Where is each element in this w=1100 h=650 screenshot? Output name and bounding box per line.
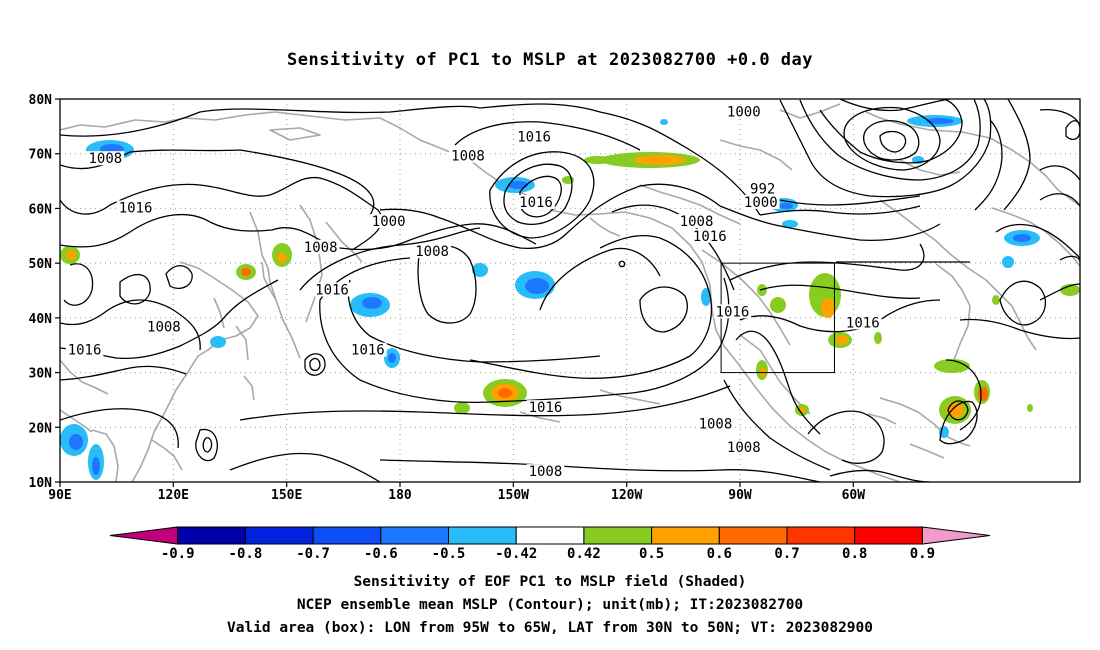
caption-shading: Sensitivity of EOF PC1 to MSLP field (Sh… — [353, 574, 747, 590]
contour-label: 1000 — [372, 214, 406, 230]
colorbar-tick-label: 0.9 — [910, 546, 935, 562]
contour-label: 1016 — [519, 195, 553, 211]
colorbar-tick-label: 0.8 — [842, 546, 867, 562]
lat-tick-label: 10N — [29, 476, 53, 491]
contour-labels: 1016100810161008101610001008100810161008… — [65, 104, 882, 480]
contour-label-bg — [65, 342, 104, 357]
contour-label: 1016 — [693, 229, 727, 245]
contour-label: 1016 — [846, 315, 880, 331]
contour-label-bg — [313, 282, 351, 297]
colorbar-segment — [448, 526, 517, 545]
contour-label-bg — [349, 342, 387, 357]
lat-tick-label: 70N — [29, 148, 53, 163]
colorbar-segment — [515, 526, 585, 545]
colorbar-tick-label: -0.5 — [432, 546, 466, 562]
sensitivity-shading — [60, 115, 1080, 480]
contour-label-bg — [843, 315, 882, 330]
lon-tick-label: 120W — [611, 488, 642, 503]
contour-label-bg — [724, 440, 763, 455]
contour-label: 1016 — [529, 400, 563, 416]
contour-label: 1016 — [716, 304, 750, 320]
lon-tick-label: 90E — [48, 488, 71, 503]
contour-label-bg — [677, 214, 716, 229]
contour-label-bg — [696, 416, 735, 431]
contour-label-bg — [724, 104, 763, 119]
colorbar-tick-label: 0.6 — [707, 546, 732, 562]
contour-label-bg — [690, 228, 729, 243]
colorbar-tick-label: -0.7 — [296, 546, 330, 562]
colorbar-segment — [177, 526, 246, 545]
contour-label-bg — [413, 244, 451, 259]
contour-label-bg — [301, 239, 340, 254]
colorbar-segment — [380, 526, 449, 545]
contour-label: 1016 — [351, 343, 385, 359]
contour-label-bg — [526, 464, 565, 479]
lon-tick-label: 90W — [728, 488, 752, 503]
colorbar-tick-label: 0.5 — [639, 546, 664, 562]
map-background — [60, 99, 1080, 482]
latitude-axis: 80N 70N 60N 50N 40N 30N 20N 10N — [29, 93, 60, 491]
contour-label: 1008 — [88, 151, 122, 167]
lon-tick-label: 60W — [842, 488, 866, 503]
lat-tick-label: 50N — [29, 257, 53, 272]
contour-label-bg — [748, 181, 778, 196]
map-frame — [59, 98, 1081, 483]
lat-tick-label: 30N — [29, 367, 53, 382]
lat-tick-label: 40N — [29, 312, 53, 327]
colorbar-segment — [244, 526, 314, 545]
lon-tick-label: 120E — [158, 488, 189, 503]
lat-tick-label: 80N — [29, 93, 53, 108]
colorbar: -0.9 -0.8 -0.7 -0.6 -0.5 -0.42 0.42 0.5 0.6 0.7 0.… — [109, 526, 991, 562]
lon-tick-label: 150E — [271, 488, 302, 503]
contour-label-bg — [713, 304, 752, 319]
contour-label: 1008 — [415, 244, 449, 260]
colorbar-tick-label: -0.9 — [161, 546, 195, 562]
contour-label: 1008 — [680, 214, 714, 230]
contour-label: 1016 — [315, 283, 349, 299]
contour-label: 1016 — [517, 129, 551, 145]
colorbar-segment — [312, 526, 382, 545]
colorbar-segment — [583, 526, 653, 545]
longitude-axis: 90E 120E 150E 180 150W 120W 90W 60W — [48, 482, 865, 503]
contour-label: 1008 — [451, 148, 485, 164]
colorbar-tick-label: 0.7 — [774, 546, 799, 562]
lon-tick-label: 150W — [498, 488, 529, 503]
contour-label-bg — [116, 200, 155, 215]
contour-label-bg — [369, 214, 408, 229]
contour-label: 1008 — [699, 417, 733, 433]
lon-tick-label: 180 — [388, 488, 412, 503]
colorbar-right-triangle — [921, 526, 991, 545]
contour-label-bg — [449, 148, 487, 163]
contour-label-bg — [741, 194, 780, 209]
contour-label: 1008 — [147, 320, 181, 336]
colorbar-tick-label: -0.6 — [364, 546, 398, 562]
contour-label: 1008 — [304, 240, 338, 256]
colorbar-segment — [718, 526, 788, 545]
colorbar-segment — [651, 526, 720, 545]
colorbar-tick-label: 0.42 — [567, 546, 601, 562]
colorbar-segment — [786, 526, 856, 545]
contour-label: 992 — [750, 181, 775, 197]
contour-label: 1008 — [727, 440, 761, 456]
contour-label: 1016 — [68, 343, 102, 359]
lat-tick-label: 60N — [29, 202, 53, 217]
contour-label-bg — [526, 400, 565, 415]
colorbar-left-triangle — [109, 526, 179, 545]
contour-label: 1016 — [119, 200, 153, 216]
contour-label-bg — [145, 319, 183, 334]
caption-valid-area: Valid area (box): LON from 95W to 65W, L… — [226, 620, 873, 636]
contour-label: 1000 — [744, 195, 778, 211]
colorbar-tick-label: -0.8 — [229, 546, 263, 562]
contour-label-bg — [517, 194, 555, 209]
colorbar-segment — [854, 526, 923, 545]
page-title: Sensitivity of PC1 to MSLP at 2023082700… — [286, 50, 813, 70]
contour-label: 1000 — [727, 105, 761, 121]
lat-tick-label: 20N — [29, 421, 53, 436]
caption-contour: NCEP ensemble mean MSLP (Contour); unit(… — [296, 597, 804, 613]
contour-label: 1008 — [529, 464, 563, 480]
colorbar-tick-label: -0.42 — [495, 546, 537, 562]
contour-label-bg — [86, 151, 125, 166]
contour-label-bg — [515, 129, 553, 144]
